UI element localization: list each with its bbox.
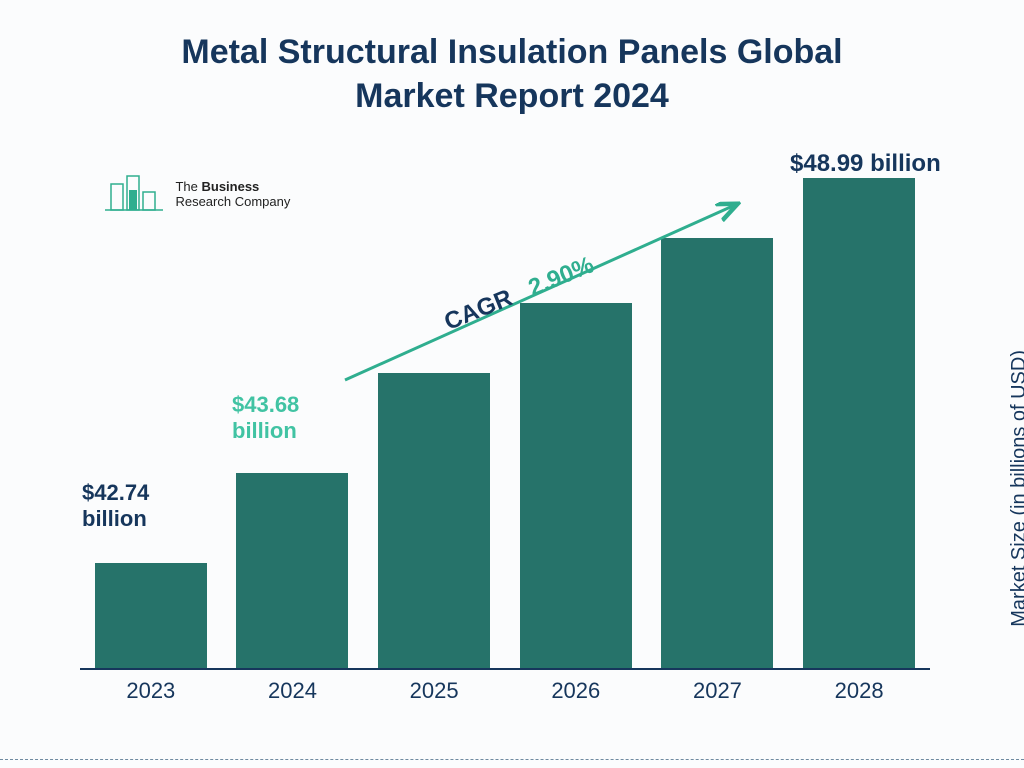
- value-label-2024: $43.68 billion: [232, 392, 299, 445]
- bar-wrap-2025: 2025: [364, 373, 504, 668]
- value-label-2023: $42.74 billion: [82, 480, 149, 533]
- bottom-divider: [0, 759, 1024, 760]
- value-label-2023-l1: $42.74: [82, 480, 149, 505]
- bar-chart: 202320242025202620272028: [80, 150, 930, 710]
- bar-2028: [803, 178, 915, 668]
- bar-wrap-2024: 2024: [222, 473, 362, 668]
- x-label-2026: 2026: [551, 678, 600, 704]
- bar-2027: [661, 238, 773, 668]
- x-label-2023: 2023: [126, 678, 175, 704]
- chart-title: Metal Structural Insulation Panels Globa…: [0, 30, 1024, 118]
- bars-container: 202320242025202620272028: [80, 168, 930, 668]
- bar-2023: [95, 563, 207, 668]
- value-label-2023-l2: billion: [82, 506, 147, 531]
- x-label-2024: 2024: [268, 678, 317, 704]
- x-label-2028: 2028: [835, 678, 884, 704]
- bar-wrap-2023: 2023: [81, 563, 221, 668]
- bar-wrap-2027: 2027: [647, 238, 787, 668]
- x-label-2027: 2027: [693, 678, 742, 704]
- value-label-2024-l1: $43.68: [232, 392, 299, 417]
- x-axis-line: [80, 668, 930, 670]
- value-label-2024-l2: billion: [232, 418, 297, 443]
- value-label-2028: $48.99 billion: [790, 150, 941, 179]
- bar-2025: [378, 373, 490, 668]
- title-line-1: Metal Structural Insulation Panels Globa…: [181, 33, 842, 71]
- bar-wrap-2028: 2028: [789, 178, 929, 668]
- x-label-2025: 2025: [410, 678, 459, 704]
- y-axis-label: Market Size (in billions of USD): [1008, 350, 1024, 627]
- bar-2026: [520, 303, 632, 668]
- bar-wrap-2026: 2026: [506, 303, 646, 668]
- title-line-2: Market Report 2024: [355, 77, 669, 115]
- value-label-2028-l1: $48.99 billion: [790, 150, 941, 177]
- bar-2024: [236, 473, 348, 668]
